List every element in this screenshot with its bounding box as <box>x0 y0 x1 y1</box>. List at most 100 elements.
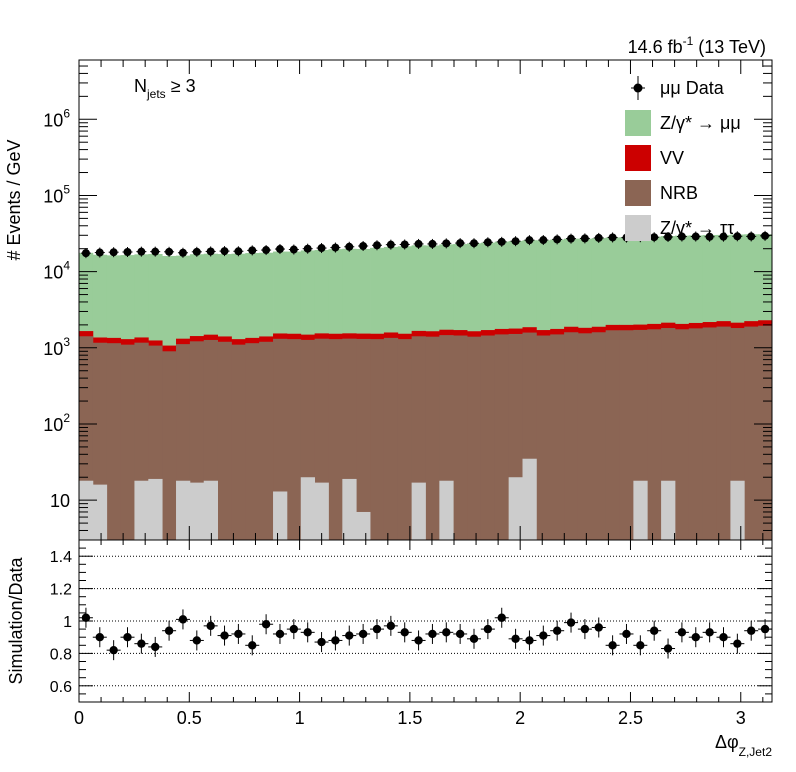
legend-label: Z/γ* → ττ <box>660 218 734 238</box>
ratio-point <box>467 628 482 649</box>
ratio-y-axis-label: Simulation/Data <box>6 556 26 684</box>
ratio-point <box>369 619 384 640</box>
data-point <box>496 236 507 247</box>
ratio-point <box>605 635 620 656</box>
histogram-bar <box>467 336 482 540</box>
data-point <box>746 231 757 242</box>
ratio-point <box>661 638 676 659</box>
histogram-bar <box>231 344 246 540</box>
ratio-point <box>134 633 149 654</box>
ratio-point <box>494 607 509 628</box>
histogram-bar <box>134 480 149 540</box>
ratio-point <box>259 614 274 635</box>
ratio-point <box>536 625 551 646</box>
histogram-bar <box>674 329 690 540</box>
legend-entry: Z/γ* → ττ <box>625 215 734 241</box>
legend-label: VV <box>660 148 684 168</box>
histogram-bar <box>273 338 288 540</box>
ratio-point <box>744 620 759 641</box>
x-tick-label: 2.5 <box>618 708 643 728</box>
data-point <box>538 235 549 246</box>
histogram-bar <box>688 328 704 540</box>
y-tick-label: 104 <box>43 259 70 283</box>
legend-entry: VV <box>625 145 684 171</box>
histogram-bar <box>148 478 163 540</box>
legend-entry: NRB <box>625 180 698 206</box>
data-point <box>704 231 715 242</box>
data-point <box>718 231 729 242</box>
ratio-point <box>272 623 287 644</box>
histogram-bar <box>383 337 399 540</box>
data-point <box>455 238 466 249</box>
ratio-point <box>148 636 163 657</box>
legend-swatch <box>625 145 651 171</box>
data-point <box>385 239 396 250</box>
legend-entry: Z/γ* → μμ <box>625 110 741 136</box>
data-point <box>150 246 161 257</box>
data-point <box>482 237 493 248</box>
data-point <box>358 241 369 252</box>
x-axis-label: ΔφZ,Jet2 <box>715 732 772 759</box>
ratio-point <box>730 633 745 654</box>
histogram-bar <box>397 339 413 540</box>
histogram-bar <box>106 343 121 540</box>
ratio-point <box>203 615 218 636</box>
ratio-point <box>245 635 260 656</box>
data-point <box>274 244 285 255</box>
ratio-point <box>314 632 329 653</box>
ratio-point <box>78 607 93 628</box>
histogram-bar <box>189 482 205 540</box>
data-point <box>233 246 244 257</box>
histogram-bar <box>550 334 565 540</box>
ratio-point <box>286 619 301 640</box>
ratio-point <box>217 625 232 646</box>
ratio-point <box>647 620 662 641</box>
ratio-points <box>78 607 773 661</box>
data-point <box>94 247 105 258</box>
ratio-point <box>356 623 371 644</box>
data-point <box>732 231 743 242</box>
ratio-point <box>591 617 606 638</box>
ratio-panel: 0.6 0.8 1 1.2 1.4 0 0.5 1 1.5 2 2.5 3 Simulation/D… <box>6 539 773 759</box>
histogram-bar <box>79 480 94 540</box>
x-tick-labels: 0 0.5 1 1.5 2 2.5 3 <box>74 708 746 728</box>
ratio-point <box>716 627 731 648</box>
ratio-point <box>106 640 121 661</box>
ratio-y-tick-label: 1 <box>63 614 72 631</box>
data-point <box>468 238 479 249</box>
ratio-y-tick-label: 1.2 <box>50 582 72 599</box>
data-point <box>261 245 272 256</box>
data-point <box>690 231 701 242</box>
data-point <box>552 234 563 245</box>
ratio-point <box>439 622 454 643</box>
data-point <box>288 244 299 255</box>
stack-z- <box>79 458 773 540</box>
stack-nrb <box>79 325 773 540</box>
x-tick-label: 3 <box>736 708 746 728</box>
histogram-bar <box>176 480 191 540</box>
data-point <box>593 232 604 243</box>
histogram-bar <box>494 334 510 540</box>
histogram-bar <box>425 336 440 540</box>
data-point <box>316 243 327 254</box>
histogram-bar <box>758 325 773 540</box>
histogram-bar <box>453 335 468 540</box>
ratio-y-tick-label: 1.4 <box>50 549 72 566</box>
ratio-point <box>231 623 246 644</box>
data-points <box>80 230 771 259</box>
legend-entry: μμ Data <box>631 76 725 100</box>
ratio-point <box>383 615 398 636</box>
data-point <box>413 238 424 249</box>
histogram-bar <box>370 339 385 540</box>
ratio-point <box>411 630 426 651</box>
histogram-bar <box>356 338 371 540</box>
ratio-axis-ticks <box>78 539 772 703</box>
ratio-point <box>564 612 579 633</box>
x-tick-label: 0.5 <box>177 708 202 728</box>
ratio-point <box>522 630 537 651</box>
main-y-axis-label: # Events / GeV <box>4 139 24 260</box>
data-point <box>371 240 382 251</box>
data-point <box>164 246 175 257</box>
histogram-bar <box>522 458 537 540</box>
histogram-bar <box>508 477 523 540</box>
